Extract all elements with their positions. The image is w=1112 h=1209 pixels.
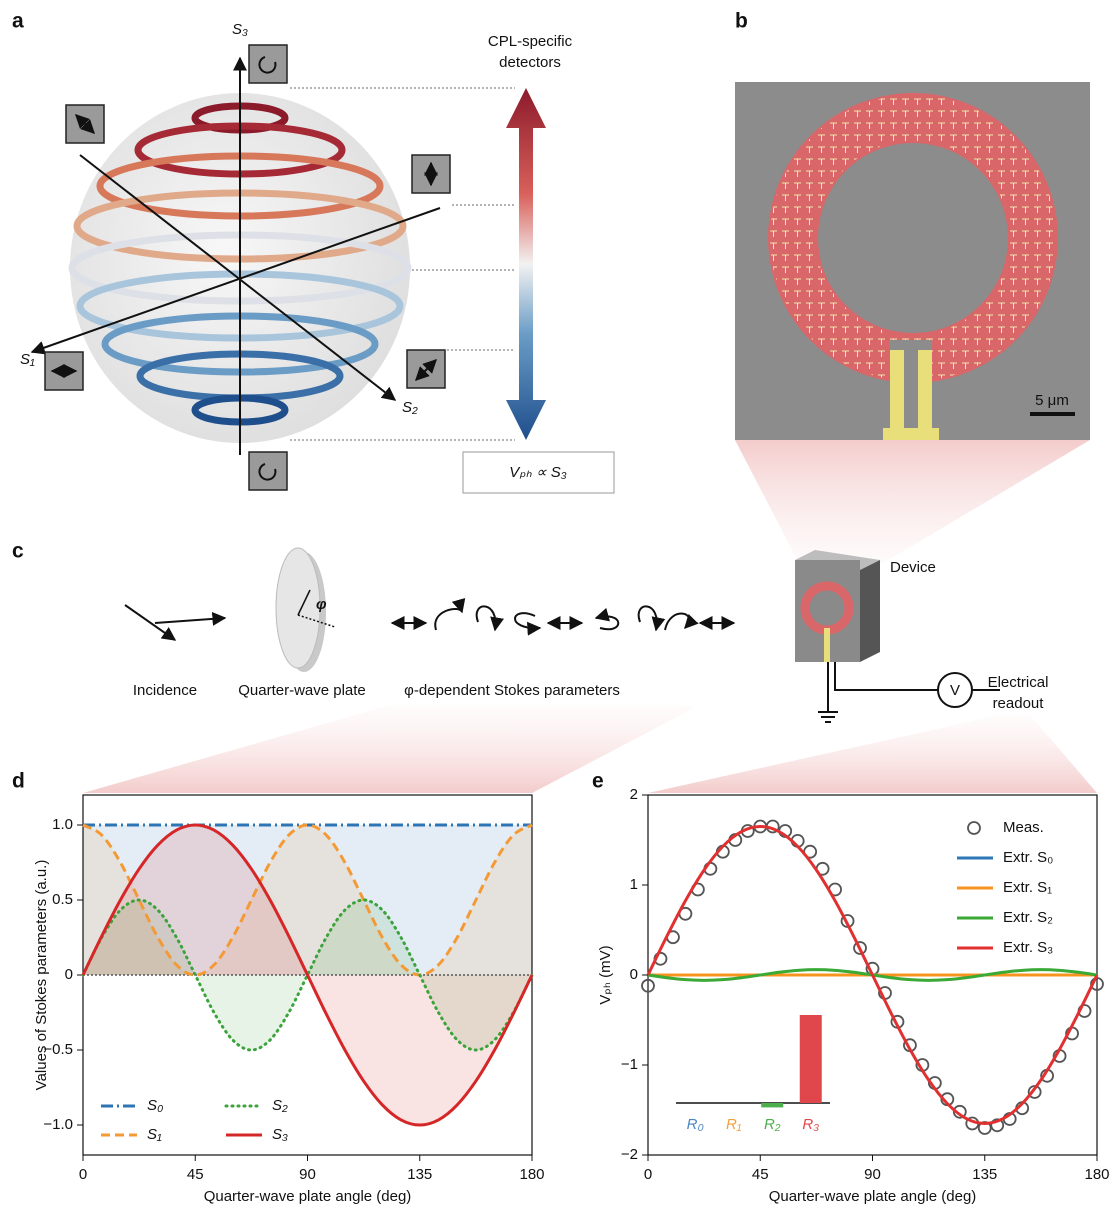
equation: Vₚₕ ∝ S₃ xyxy=(509,464,567,481)
panel-label: d xyxy=(12,770,25,793)
caption: readout xyxy=(993,695,1045,712)
panel-label: b xyxy=(735,10,748,33)
zoom-connector xyxy=(83,705,700,793)
figure: a b c d e S₃ S₁ S₂ CPL-specific detector… xyxy=(0,0,1112,1209)
y-axis-title: Values of Stokes parameters (a.u.) xyxy=(33,860,50,1091)
axis-label: S₁ xyxy=(20,351,35,368)
legend-label: S₂ xyxy=(272,1097,288,1114)
x-tick-label: 0 xyxy=(79,1166,87,1183)
legend-marker xyxy=(968,822,980,834)
panel-label: c xyxy=(12,540,24,563)
voltmeter-label: V xyxy=(950,682,960,699)
legend-label: S₁ xyxy=(147,1126,162,1143)
bar-label: R₂ xyxy=(764,1116,781,1133)
scale-bar-label: 5 μm xyxy=(1035,392,1069,409)
poincare-sphere xyxy=(32,45,614,493)
zoom-connector xyxy=(735,440,1090,565)
y-tick-label: −1.0 xyxy=(43,1116,73,1133)
x-tick-label: 90 xyxy=(299,1166,316,1183)
x-tick-label: 45 xyxy=(752,1166,769,1183)
sem-image xyxy=(735,82,1090,440)
detector-label: CPL-specific xyxy=(488,33,573,50)
caption: Device xyxy=(890,559,936,576)
x-tick-label: 90 xyxy=(864,1166,881,1183)
y-tick-label: −1 xyxy=(621,1056,638,1073)
caption: φ-dependent Stokes parameters xyxy=(404,682,620,699)
y-tick-label: 0 xyxy=(630,966,638,983)
x-tick-label: 180 xyxy=(519,1166,544,1183)
caption: Quarter-wave plate xyxy=(238,682,366,699)
detector-label: detectors xyxy=(499,54,561,71)
legend-label: Extr. S₁ xyxy=(1003,879,1052,896)
legend-label: Extr. S₂ xyxy=(1003,909,1053,926)
bar-label: R₀ xyxy=(687,1116,704,1133)
y-tick-label: 2 xyxy=(630,786,638,803)
y-axis-title: Vₚₕ (mV) xyxy=(597,945,614,1004)
bar-label: R₃ xyxy=(802,1116,819,1133)
legend-label: S₀ xyxy=(147,1097,163,1114)
zoom-connector xyxy=(648,715,1097,793)
x-axis-title: Quarter-wave plate angle (deg) xyxy=(204,1188,412,1205)
legend-label: Extr. S₃ xyxy=(1003,939,1053,956)
x-tick-label: 180 xyxy=(1084,1166,1109,1183)
bar xyxy=(761,1103,783,1107)
y-tick-label: −2 xyxy=(621,1146,638,1163)
legend-label: Extr. S₀ xyxy=(1003,849,1053,866)
axis-label: S₃ xyxy=(232,21,248,38)
angle-label: φ xyxy=(316,596,327,613)
x-tick-label: 135 xyxy=(972,1166,997,1183)
y-tick-label: 1 xyxy=(630,876,638,893)
y-tick-label: 1.0 xyxy=(52,816,73,833)
panel-label: e xyxy=(592,770,604,793)
y-tick-label: 0.5 xyxy=(52,891,73,908)
caption: Incidence xyxy=(133,682,197,699)
axis-label: S₂ xyxy=(402,399,418,416)
panel-label: a xyxy=(12,10,24,33)
x-tick-label: 0 xyxy=(644,1166,652,1183)
legend-label: S₃ xyxy=(272,1126,288,1143)
bar xyxy=(800,1015,822,1103)
legend-label: Meas. xyxy=(1003,819,1044,836)
y-tick-label: 0 xyxy=(65,966,73,983)
x-tick-label: 45 xyxy=(187,1166,204,1183)
x-tick-label: 135 xyxy=(407,1166,432,1183)
caption: Electrical xyxy=(988,674,1049,691)
bar-label: R₁ xyxy=(726,1116,742,1133)
x-axis-title: Quarter-wave plate angle (deg) xyxy=(769,1188,977,1205)
